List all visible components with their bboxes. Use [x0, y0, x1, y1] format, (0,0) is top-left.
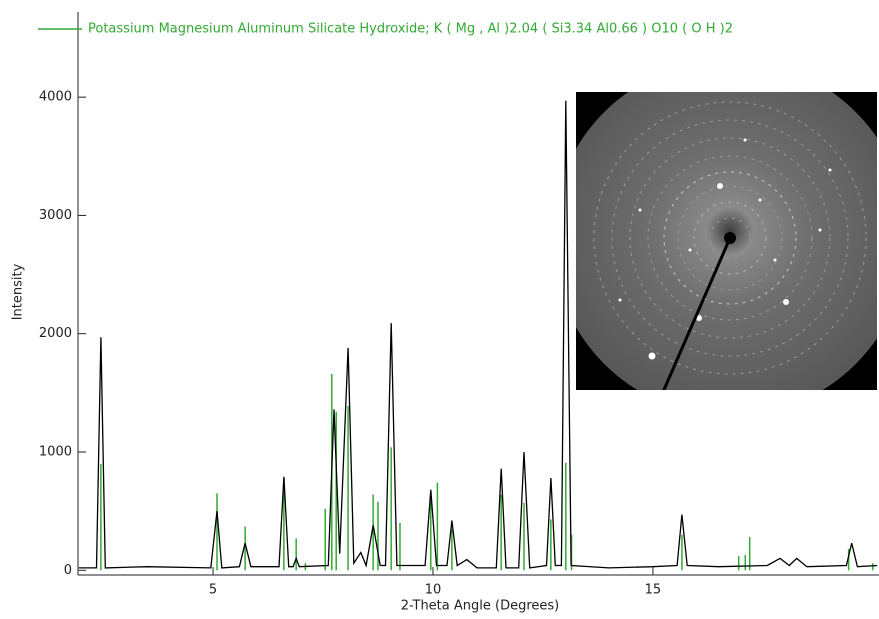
y-tick-label: 2000 — [39, 326, 72, 341]
y-axis-label: Intensity — [11, 263, 26, 320]
y-tick-label: 3000 — [39, 208, 72, 223]
inset-image — [576, 92, 877, 390]
x-tick-label: 15 — [645, 583, 662, 598]
x-tick-label: 5 — [209, 583, 217, 598]
diffraction-spots — [618, 138, 832, 360]
x-axis-label: 2-Theta Angle (Degrees) — [401, 599, 560, 614]
plot-area: 0 1000 2000 3000 4000 5 10 15 — [39, 12, 879, 598]
y-tick-label: 0 — [64, 563, 72, 578]
y-tick-label: 1000 — [39, 444, 72, 459]
diffraction-rings — [593, 101, 867, 375]
beam-center — [724, 232, 736, 244]
data-line — [78, 100, 878, 569]
x-tick-label: 10 — [425, 583, 442, 598]
beam-stop — [662, 237, 732, 390]
y-tick-label: 4000 — [39, 90, 72, 105]
legend-label: Potassium Magnesium Aluminum Silicate Hy… — [88, 22, 733, 37]
